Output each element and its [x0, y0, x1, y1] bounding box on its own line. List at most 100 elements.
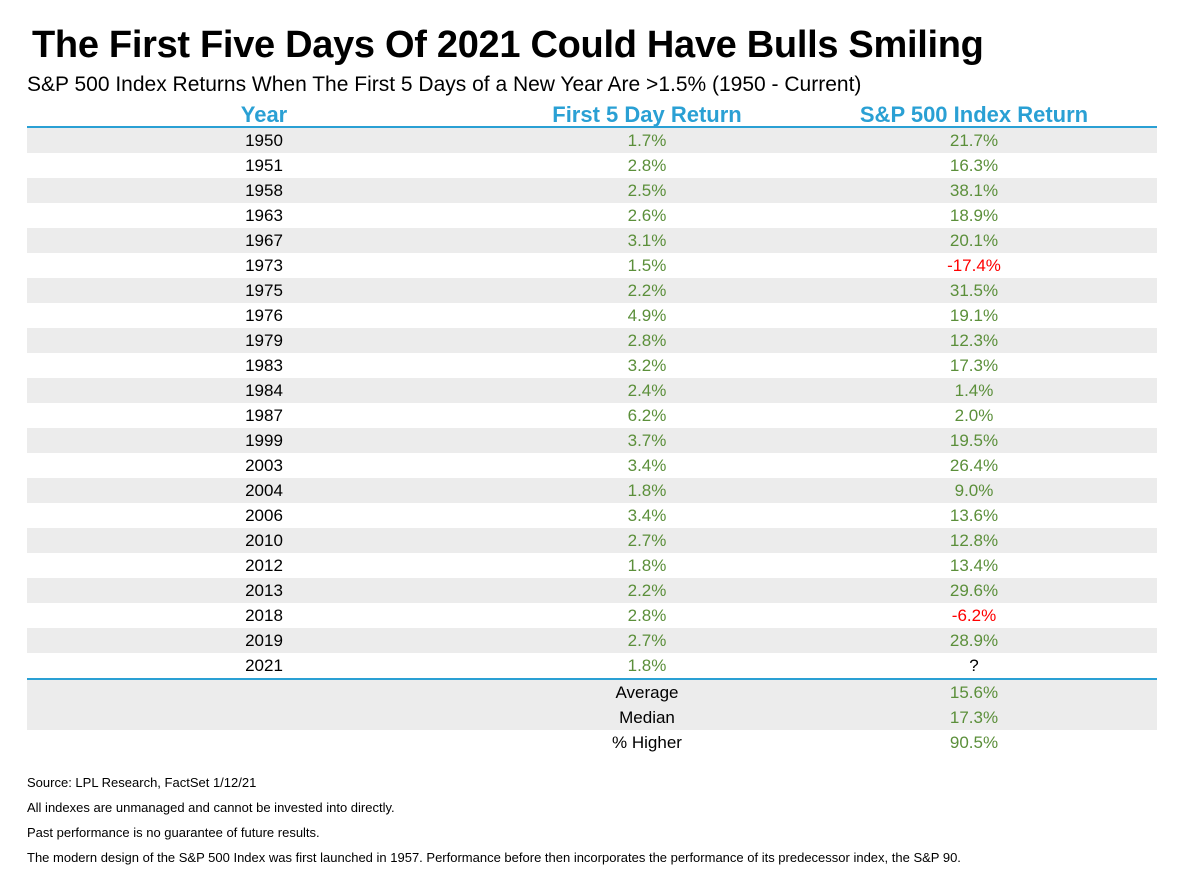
first-5-day-return-cell: 1.8% — [627, 656, 667, 675]
first-5-day-return-cell: 2.2% — [627, 281, 667, 300]
first-5-day-return-cell: 4.9% — [627, 306, 667, 325]
year-cell: 2019 — [245, 631, 283, 650]
index-return-cell: 19.1% — [949, 306, 999, 325]
table-row: 2012 1.8% 13.4% — [27, 553, 1157, 578]
first-5-day-return-cell: 2.4% — [627, 381, 667, 400]
summary-value: 90.5% — [949, 733, 999, 752]
year-cell: 2018 — [245, 606, 283, 625]
index-return-cell: -6.2% — [951, 606, 997, 625]
summary-label: Average — [615, 683, 679, 702]
year-cell: 1950 — [245, 131, 283, 150]
table-row: 2003 3.4% 26.4% — [27, 453, 1157, 478]
table-row: 1963 2.6% 18.9% — [27, 203, 1157, 228]
year-cell: 2010 — [245, 531, 283, 550]
first-5-day-return-cell: 1.7% — [627, 131, 667, 150]
summary-row: Average 15.6% — [27, 680, 1157, 705]
index-return-cell: 19.5% — [949, 431, 999, 450]
table-header: Year First 5 Day Return S&P 500 Index Re… — [27, 102, 1157, 128]
index-return-cell: 28.9% — [949, 631, 999, 650]
year-cell: 1976 — [245, 306, 283, 325]
header-year: Year — [240, 102, 288, 127]
index-return-cell: -17.4% — [947, 256, 1001, 275]
table-row: 1951 2.8% 16.3% — [27, 153, 1157, 178]
summary-value: 15.6% — [949, 683, 999, 702]
first-5-day-return-cell: 2.5% — [627, 181, 667, 200]
year-cell: 1967 — [245, 231, 283, 250]
first-5-day-return-cell: 3.7% — [627, 431, 667, 450]
returns-table: Year First 5 Day Return S&P 500 Index Re… — [27, 102, 1157, 755]
summary-row: % Higher 90.5% — [27, 730, 1157, 755]
table-row: 1950 1.7% 21.7% — [27, 128, 1157, 153]
table-row: 1999 3.7% 19.5% — [27, 428, 1157, 453]
table-row: 1987 6.2% 2.0% — [27, 403, 1157, 428]
index-return-cell: 26.4% — [949, 456, 999, 475]
index-return-cell: 13.6% — [949, 506, 999, 525]
year-cell: 1987 — [245, 406, 283, 425]
summary-rows: Average 15.6% Median 17.3% % Higher 90.5% — [27, 680, 1157, 755]
first-5-day-return-cell: 3.4% — [627, 506, 667, 525]
year-cell: 2004 — [245, 481, 283, 500]
table-row: 1983 3.2% 17.3% — [27, 353, 1157, 378]
table-row: 1958 2.5% 38.1% — [27, 178, 1157, 203]
first-5-day-return-cell: 2.8% — [627, 606, 667, 625]
footnotes: Source: LPL Research, FactSet 1/12/21 Al… — [27, 775, 961, 875]
table-row: 1973 1.5% -17.4% — [27, 253, 1157, 278]
index-return-cell: 31.5% — [949, 281, 999, 300]
index-return-cell: 9.0% — [954, 481, 994, 500]
first-5-day-return-cell: 2.2% — [627, 581, 667, 600]
summary-row: Median 17.3% — [27, 705, 1157, 730]
chart-title: The First Five Days Of 2021 Could Have B… — [32, 24, 984, 66]
table-row: 2010 2.7% 12.8% — [27, 528, 1157, 553]
year-cell: 1983 — [245, 356, 283, 375]
first-5-day-return-cell: 1.8% — [627, 481, 667, 500]
table-row: 2021 1.8%? — [27, 653, 1157, 678]
header-first-5-day-return: First 5 Day Return — [552, 102, 742, 127]
table-row: 2013 2.2% 29.6% — [27, 578, 1157, 603]
index-return-cell: 18.9% — [949, 206, 999, 225]
year-cell: 1984 — [245, 381, 283, 400]
first-5-day-return-cell: 2.6% — [627, 206, 667, 225]
disclaimer-note: All indexes are unmanaged and cannot be … — [27, 800, 395, 815]
first-5-day-return-cell: 2.8% — [627, 331, 667, 350]
summary-label: Median — [619, 708, 675, 727]
index-return-cell: 21.7% — [949, 131, 999, 150]
table-row: 1984 2.4% 1.4% — [27, 378, 1157, 403]
first-5-day-return-cell: 1.5% — [627, 256, 667, 275]
first-5-day-return-cell: 1.8% — [627, 556, 667, 575]
year-cell: 2012 — [245, 556, 283, 575]
index-return-cell: 13.4% — [949, 556, 999, 575]
table-row: 2004 1.8% 9.0% — [27, 478, 1157, 503]
summary-value: 17.3% — [949, 708, 999, 727]
year-cell: 1999 — [245, 431, 283, 450]
year-cell: 1973 — [245, 256, 283, 275]
year-cell: 1951 — [245, 156, 283, 175]
index-return-cell: 29.6% — [949, 581, 999, 600]
performance-note: Past performance is no guarantee of futu… — [27, 825, 320, 840]
index-return-cell: ? — [969, 656, 979, 675]
first-5-day-return-cell: 2.7% — [627, 531, 667, 550]
first-5-day-return-cell: 2.8% — [627, 156, 667, 175]
year-cell: 2021 — [245, 656, 283, 675]
year-cell: 1975 — [245, 281, 283, 300]
year-cell: 2003 — [245, 456, 283, 475]
index-return-cell: 17.3% — [949, 356, 999, 375]
first-5-day-return-cell: 3.1% — [627, 231, 667, 250]
header-index-return: S&P 500 Index Return — [859, 102, 1089, 127]
table-row: 2006 3.4% 13.6% — [27, 503, 1157, 528]
index-return-cell: 12.8% — [949, 531, 999, 550]
source-note: Source: LPL Research, FactSet 1/12/21 — [27, 775, 257, 790]
index-return-cell: 20.1% — [949, 231, 999, 250]
year-cell: 1958 — [245, 181, 283, 200]
index-return-cell: 38.1% — [949, 181, 999, 200]
table-row: 1976 4.9% 19.1% — [27, 303, 1157, 328]
year-cell: 1963 — [245, 206, 283, 225]
table-row: 1979 2.8% 12.3% — [27, 328, 1157, 353]
year-cell: 2013 — [245, 581, 283, 600]
summary-label: % Higher — [612, 733, 682, 752]
first-5-day-return-cell: 6.2% — [627, 406, 667, 425]
first-5-day-return-cell: 2.7% — [627, 631, 667, 650]
index-return-cell: 16.3% — [949, 156, 999, 175]
summary-divider — [27, 678, 1157, 680]
first-5-day-return-cell: 3.2% — [627, 356, 667, 375]
table-row: 1967 3.1% 20.1% — [27, 228, 1157, 253]
